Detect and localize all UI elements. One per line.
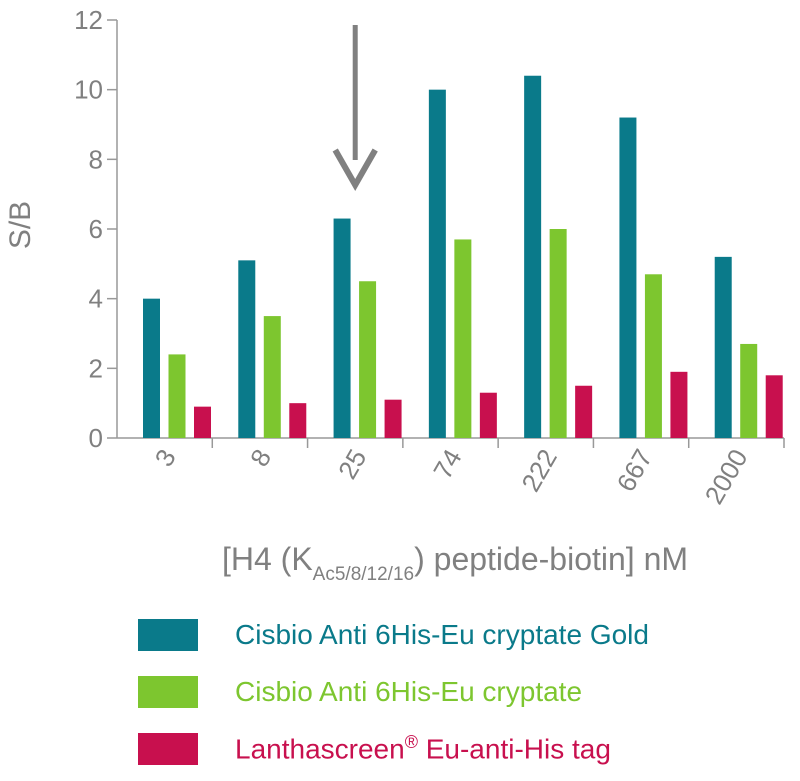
bar [263,316,281,438]
bar [143,298,160,438]
bar [194,406,211,438]
bar [238,260,256,438]
bar [619,117,637,439]
y-tick-label: 4 [89,284,103,314]
legend-label-lanthascreen: Lanthascreen® Eu-anti-His tag [235,732,611,765]
bar [479,392,497,438]
legend-label-gold: Cisbio Anti 6His-Eu cryptate Gold [235,619,649,650]
x-axis-label: [H4 (KAc5/8/12/16) peptide-biotin] nM [222,541,688,585]
arrow-down-icon [332,25,378,192]
bar [359,281,377,438]
bar [454,239,472,438]
legend-swatch-lanthascreen [138,733,198,765]
bar [549,229,567,438]
bar [644,274,662,438]
bar [168,354,186,438]
legend-label-cryptate: Cisbio Anti 6His-Eu cryptate [235,676,583,707]
bar [428,89,446,439]
legend-item-lanthascreen: Lanthascreen® Eu-anti-His tag [138,724,649,774]
x-tick-label: 3 [149,444,182,472]
chart-ticks: 0 2 4 6 8 10 12 3 8 25 74 222 667 2000 [74,5,785,509]
y-tick-label: 0 [89,423,103,453]
bar [524,75,542,438]
bar [333,218,351,438]
x-tick-label: 667 [611,444,659,497]
x-tick-label: 8 [244,444,277,472]
chart-bars [143,75,783,439]
bar [575,385,593,438]
bar [289,403,307,438]
x-tick-label: 222 [515,444,563,497]
bar [670,371,688,438]
y-tick-label: 12 [74,5,103,35]
bar [714,256,732,438]
bar [765,375,783,438]
y-tick-label: 8 [89,144,103,174]
x-tick-label: 25 [332,444,372,484]
legend-label-lanthascreen-suffix: Eu-anti-His tag [417,733,611,765]
y-tick-label: 6 [89,214,103,244]
chart: 0 2 4 6 8 10 12 3 8 25 74 222 667 2000 S/B [H4 (KAc5/… [4,5,785,585]
legend-swatch-gold [138,619,198,651]
x-axis-label-suffix: ) peptide-biotin] nM [414,541,688,577]
legend: Cisbio Anti 6His-Eu cryptate Gold Cisbio… [138,610,649,781]
y-axis-label: S/B [4,201,37,249]
x-tick-label: 2000 [699,444,754,509]
bar [740,343,758,438]
x-axis-label-prefix: [H4 (K [222,541,313,577]
legend-swatch-cryptate [138,676,198,708]
chart-annotation [332,25,378,192]
x-tick-label: 74 [427,444,467,484]
legend-label-lanthascreen-text: Lanthascreen [235,733,405,765]
registered-mark: ® [404,732,418,753]
legend-item-gold: Cisbio Anti 6His-Eu cryptate Gold [138,610,649,660]
y-tick-label: 10 [74,75,103,105]
x-axis-label-subscript: Ac5/8/12/16 [313,564,414,585]
y-tick-label: 2 [89,353,103,383]
bar [384,399,402,438]
legend-item-cryptate: Cisbio Anti 6His-Eu cryptate [138,667,649,717]
